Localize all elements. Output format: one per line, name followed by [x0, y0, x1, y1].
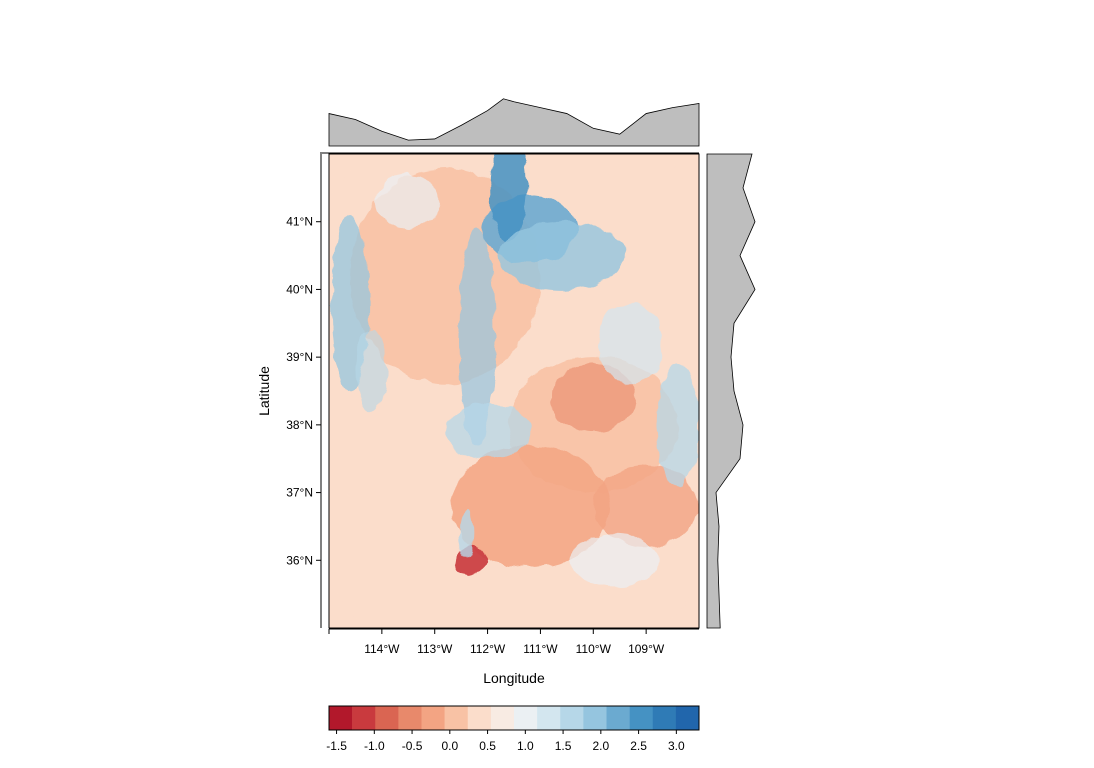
map-border — [328, 153, 700, 629]
raster-region — [490, 154, 528, 243]
colorbar-swatch — [560, 706, 584, 730]
colorbar-swatch — [583, 706, 607, 730]
raster-region — [598, 302, 662, 385]
raster-region — [450, 445, 610, 568]
raster-region — [458, 509, 475, 557]
y-axis-title: Latitude — [256, 366, 272, 416]
colorbar-swatch — [537, 706, 561, 730]
colorbar-tick-label: 0.5 — [479, 739, 496, 753]
colorbar-tick-label: 3.0 — [668, 739, 685, 753]
raster-region — [445, 404, 530, 459]
y-tick-label: 39°N — [286, 350, 313, 364]
colorbar-swatch — [329, 706, 353, 730]
x-axis: 114°W 113°W 112°W 111°W 110°W 109°W — [328, 628, 699, 656]
y-tick-label: 37°N — [286, 486, 313, 500]
raster-region — [458, 228, 496, 446]
colorbar-tick-label: -1.5 — [326, 739, 347, 753]
colorbar-swatch — [652, 706, 677, 730]
x-tick-label: 109°W — [628, 642, 665, 656]
colorbar-tick-label: 1.5 — [555, 739, 572, 753]
raster-region — [656, 363, 699, 486]
colorbar-tick-label: 0.0 — [441, 739, 458, 753]
colorbar-legend: -1.5 -1.0 -0.5 0.0 0.5 1.0 1.5 2.0 2.5 3.0 — [326, 705, 700, 753]
raster-region — [572, 533, 657, 588]
raster-region — [498, 221, 625, 290]
y-tick-label: 41°N — [286, 215, 313, 229]
raster-region — [593, 465, 699, 547]
raster-region — [551, 363, 636, 432]
colorbar-swatch — [629, 706, 654, 730]
colorbar-swatch — [352, 706, 376, 730]
raster-blobs — [329, 154, 699, 628]
colorbar-swatch — [606, 706, 630, 730]
raster-cells — [329, 154, 699, 628]
colorbar-swatch — [467, 706, 492, 730]
raster-region — [355, 330, 388, 412]
colorbar-tick-label: -0.5 — [402, 739, 423, 753]
colorbar-swatch — [514, 706, 538, 730]
right-marginal-plot — [706, 153, 756, 629]
colorbar-swatch — [490, 706, 515, 730]
colorbar-tick-label: 2.5 — [630, 739, 647, 753]
colorbar-tick-label: -1.0 — [364, 739, 385, 753]
x-tick-label: 113°W — [417, 642, 453, 656]
colorbar-swatch — [421, 706, 445, 730]
y-tick-label: 36°N — [286, 553, 313, 567]
y-tick-label: 40°N — [286, 282, 313, 296]
top-marginal-plot — [320, 98, 700, 154]
colorbar-swatch — [398, 706, 422, 730]
x-tick-label: 110°W — [576, 642, 612, 656]
y-axis: 36°N 37°N 38°N 39°N 40°N 41°N — [286, 154, 322, 628]
raster-region — [376, 174, 440, 229]
x-tick-label: 112°W — [470, 642, 506, 656]
colorbar-swatch — [375, 706, 399, 730]
y-tick-label: 38°N — [286, 418, 313, 432]
colorbar-tick-label: 2.0 — [592, 739, 609, 753]
raster-map — [328, 153, 700, 629]
colorbar-tick-label: 1.0 — [517, 739, 534, 753]
top-marginal-area — [328, 98, 700, 147]
colorbar-swatch — [675, 706, 700, 730]
colorbar-swatch — [444, 706, 469, 730]
colorbar-border — [328, 705, 700, 731]
x-tick-label: 114°W — [364, 642, 400, 656]
x-tick-label: 111°W — [523, 642, 558, 656]
x-axis-title: Longitude — [483, 670, 545, 686]
right-marginal-area — [706, 153, 756, 629]
